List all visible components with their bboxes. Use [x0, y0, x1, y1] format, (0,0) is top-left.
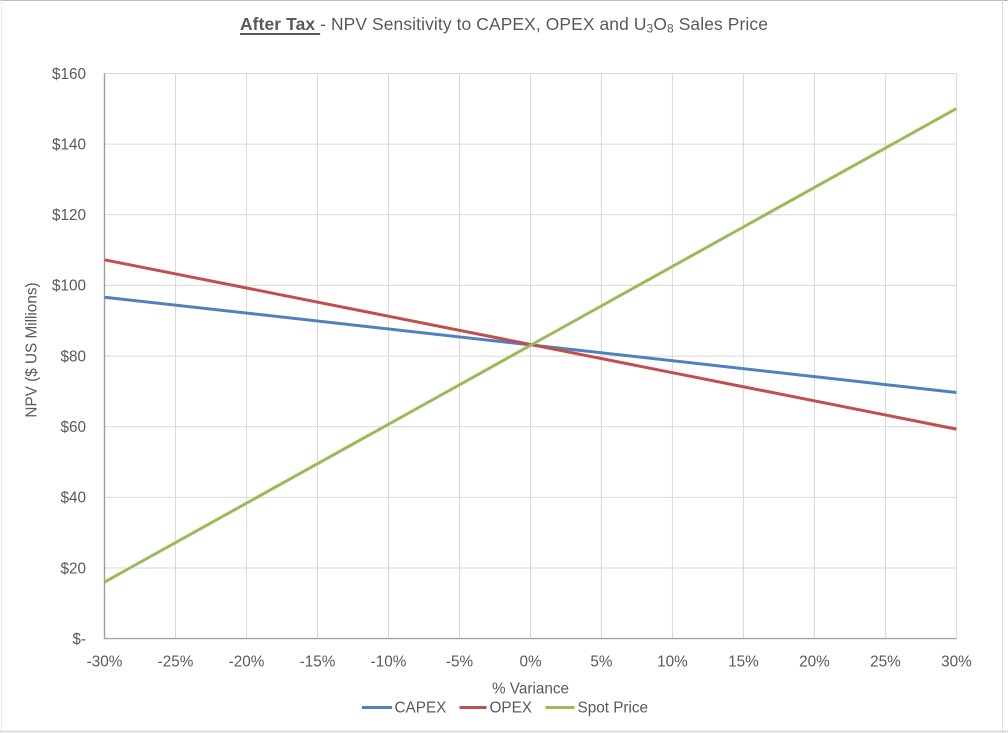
svg-text:$160: $160 [52, 66, 86, 83]
svg-text:$20: $20 [60, 560, 86, 577]
svg-text:10%: 10% [657, 654, 688, 671]
svg-text:$100: $100 [52, 278, 86, 295]
svg-text:5%: 5% [590, 654, 613, 671]
svg-text:-5%: -5% [446, 654, 474, 671]
svg-text:25%: 25% [870, 654, 901, 671]
svg-text:Spot Price: Spot Price [578, 700, 649, 717]
svg-text:-25%: -25% [158, 654, 194, 671]
svg-text:$-: $- [72, 631, 86, 648]
svg-text:$120: $120 [52, 207, 86, 224]
svg-text:$60: $60 [60, 419, 86, 436]
svg-text:15%: 15% [728, 654, 759, 671]
svg-text:0%: 0% [519, 654, 542, 671]
svg-text:30%: 30% [941, 654, 972, 671]
svg-text:NPV ($ US Millions): NPV ($ US Millions) [23, 282, 40, 417]
svg-text:% Variance: % Variance [492, 681, 569, 698]
svg-text:-20%: -20% [229, 654, 265, 671]
svg-text:20%: 20% [799, 654, 830, 671]
svg-text:$40: $40 [60, 490, 86, 507]
svg-text:-30%: -30% [87, 654, 123, 671]
svg-text:CAPEX: CAPEX [395, 700, 447, 717]
svg-text:$140: $140 [52, 136, 86, 153]
svg-text:-15%: -15% [300, 654, 336, 671]
svg-text:-10%: -10% [371, 654, 407, 671]
svg-text:$80: $80 [60, 348, 86, 365]
svg-text:OPEX: OPEX [490, 700, 533, 717]
